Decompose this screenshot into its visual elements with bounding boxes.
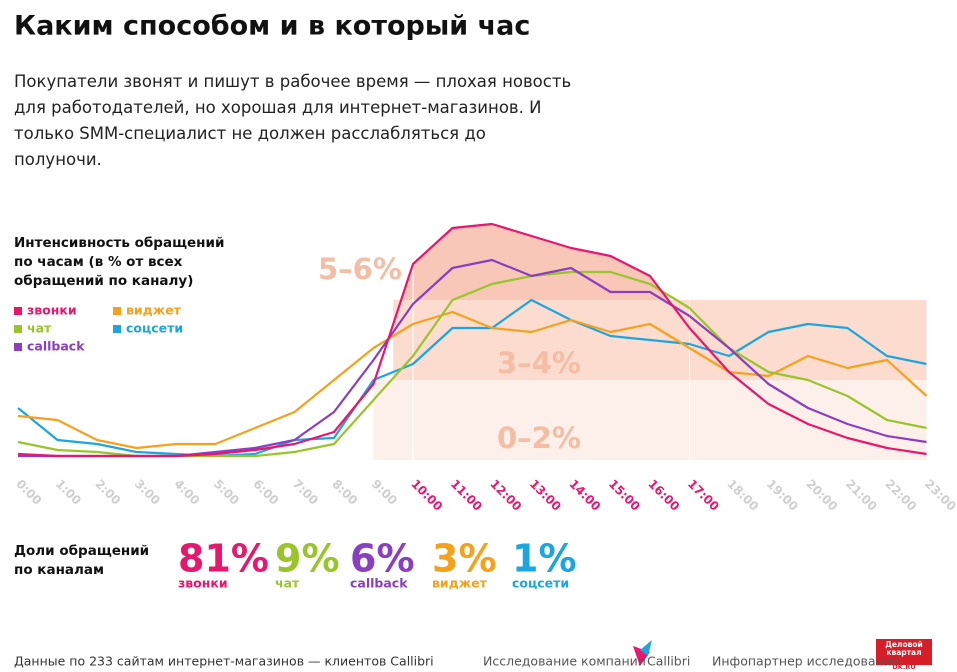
x-tick-label: 1:00 <box>53 477 84 508</box>
x-tick-label: 18:00 <box>724 477 761 514</box>
x-tick-label: 23:00 <box>922 477 957 514</box>
legend-swatch <box>14 307 22 315</box>
legend-label: соцсети <box>126 321 183 336</box>
x-tick-label: 17:00 <box>685 477 722 514</box>
x-tick-label: 16:00 <box>645 477 682 514</box>
share-value: 1% <box>512 537 577 581</box>
x-tick-label: 0:00 <box>13 477 44 508</box>
y-axis-label: по часам (в % от всех <box>14 254 183 270</box>
legend-swatch <box>113 325 121 333</box>
shares-title: по каналам <box>14 562 104 578</box>
x-tick-label: 11:00 <box>448 477 485 514</box>
legend-label: звонки <box>27 303 77 318</box>
partner-logo <box>876 639 932 665</box>
share-value: 81% <box>178 537 269 581</box>
x-tick-label: 5:00 <box>211 477 242 508</box>
partner-url: DK.RU <box>892 663 915 671</box>
legend-swatch <box>113 307 121 315</box>
x-tick-label: 19:00 <box>764 477 801 514</box>
band-label: 3–4% <box>497 346 581 380</box>
research: Исследование компании <box>483 654 646 669</box>
x-tick-label: 3:00 <box>132 477 163 508</box>
x-tick-label: 7:00 <box>290 477 321 508</box>
title: Каким способом и в который час <box>14 11 530 42</box>
legend-label: callback <box>27 339 85 354</box>
partner-logo-text: квартал <box>886 648 921 657</box>
company-logo-part <box>640 640 652 656</box>
share-name: виджет <box>432 576 488 591</box>
shares-title: Доли обращений <box>14 543 149 559</box>
x-tick-label: 13:00 <box>527 477 564 514</box>
x-tick-label: 15:00 <box>606 477 643 514</box>
share-name: чат <box>275 576 300 591</box>
partner: Инфопартнер исследования <box>712 654 899 669</box>
x-tick-label: 10:00 <box>408 477 445 514</box>
x-tick-label: 12:00 <box>487 477 524 514</box>
company: Callibri <box>647 654 690 669</box>
source: Данные по 233 сайтам интернет-магазинов … <box>14 654 434 669</box>
band <box>373 380 927 460</box>
x-tick-label: 4:00 <box>171 477 202 508</box>
partner-logo-text: Деловой <box>885 640 923 649</box>
x-tick-label: 14:00 <box>566 477 603 514</box>
share-value: 3% <box>432 537 497 581</box>
x-tick-label: 21:00 <box>843 477 880 514</box>
share-name: callback <box>350 576 408 591</box>
line <box>17 298 927 458</box>
x-tick-label: 2:00 <box>92 477 123 508</box>
x-tick-label: 20:00 <box>803 477 840 514</box>
x-tick-label: 6:00 <box>250 477 281 508</box>
x-tick-label: 9:00 <box>369 477 400 508</box>
legend-label: виджет <box>126 303 182 318</box>
y-axis-label: обращений по каналу) <box>14 273 193 289</box>
line <box>17 222 927 458</box>
legend-swatch <box>14 325 22 333</box>
share-name: звонки <box>178 576 228 591</box>
subtitle: Покупатели звонят и пишут в рабочее врем… <box>14 72 572 169</box>
share-name: соцсети <box>512 576 569 591</box>
band-label: 5–6% <box>318 252 402 286</box>
x-tick-label: 22:00 <box>882 477 919 514</box>
y-axis-label: Интенсивность обращений <box>14 235 224 251</box>
share-value: 6% <box>350 537 415 581</box>
band-label: 0–2% <box>497 421 581 455</box>
legend-label: чат <box>27 321 52 336</box>
x-tick-label: 8:00 <box>329 477 360 508</box>
share-value: 9% <box>275 537 340 581</box>
legend-swatch <box>14 343 22 351</box>
